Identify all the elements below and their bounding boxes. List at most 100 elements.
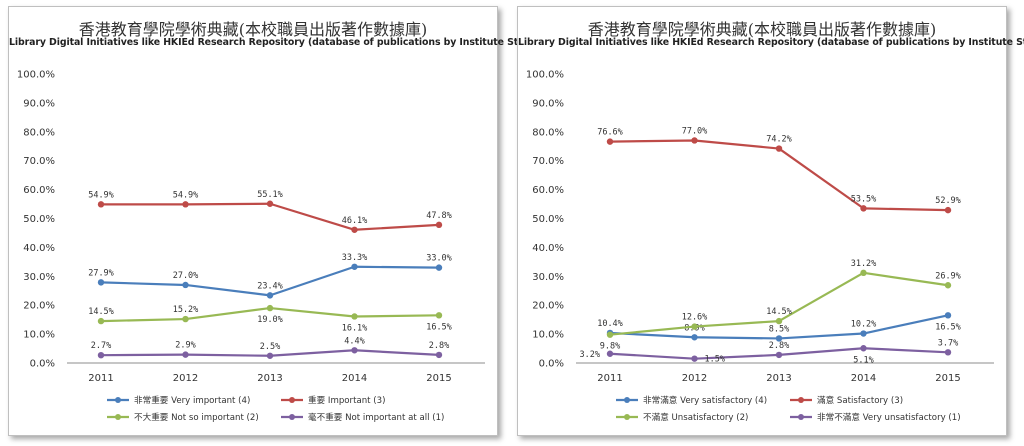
chart-panel-left: 香港教育學院學術典藏(本校職員出版著作數據庫) Library Digital …	[8, 6, 537, 436]
x-tick-label: 2013	[257, 373, 282, 384]
chart-subtitle: Library Digital Initiatives like HKIEd R…	[9, 37, 537, 48]
data-label: 15.2%	[173, 305, 199, 315]
data-point	[944, 206, 952, 214]
y-tick-label: 10.0%	[532, 330, 564, 341]
data-point	[266, 292, 274, 299]
data-point	[182, 315, 189, 323]
data-label: 55.1%	[257, 190, 283, 200]
data-point	[182, 281, 189, 289]
data-point	[351, 313, 358, 320]
data-point	[775, 145, 783, 152]
x-tick-label: 2014	[851, 373, 876, 384]
data-label: 14.5%	[766, 307, 792, 317]
data-point	[435, 221, 443, 229]
data-point	[266, 352, 274, 359]
data-point	[351, 226, 358, 233]
data-point	[691, 323, 698, 330]
line-chart-importance: 0.0% 10.0% 20.0% 30.0% 40.0% 50.0% 60.0% 70.0% 8…	[17, 70, 485, 423]
legend-marker	[798, 414, 804, 420]
y-tick-label: 100.0%	[17, 70, 55, 81]
data-label: 16.5%	[935, 322, 961, 332]
y-tick-label: 70.0%	[532, 156, 564, 167]
data-label: 1.5%	[705, 355, 725, 365]
x-tick-label: 2011	[597, 373, 622, 384]
data-point	[266, 304, 274, 312]
y-tick-label: 30.0%	[532, 272, 564, 283]
data-label: 76.6%	[597, 128, 623, 138]
data-point	[351, 347, 358, 354]
data-label: 16.1%	[342, 323, 368, 333]
data-point	[97, 351, 105, 359]
data-label: 10.2%	[851, 320, 877, 330]
data-point	[860, 269, 867, 277]
x-tick-label: 2013	[766, 373, 791, 384]
data-label: 3.2%	[580, 350, 600, 360]
data-label: 12.6%	[682, 313, 708, 323]
chart-panel-right: 香港教育學院學術典藏(本校職員出版著作數據庫) Library Digital …	[517, 6, 1024, 436]
data-label: 2.9%	[175, 341, 195, 351]
data-label: 54.9%	[88, 190, 114, 200]
data-label: 31.2%	[851, 259, 877, 269]
data-label: 54.9%	[173, 190, 199, 200]
legend-marker	[115, 414, 121, 420]
data-point	[775, 317, 783, 325]
data-label: 74.2%	[766, 135, 792, 145]
data-label: 2.8%	[429, 341, 449, 351]
legend-label: 不大重要 Not so important (2)	[134, 411, 259, 423]
data-label: 3.7%	[938, 338, 958, 348]
series-line	[101, 202, 440, 231]
data-label: 19.0%	[257, 315, 283, 325]
line-chart-satisfaction: 0.0% 10.0% 20.0% 30.0% 40.0% 50.0% 60.0% 70.0% 8…	[526, 70, 994, 423]
legend-label: 非常不滿意 Very unsatisfactory (1)	[817, 411, 961, 423]
y-tick-label: 60.0%	[532, 185, 564, 196]
y-tick-label: 60.0%	[23, 185, 55, 196]
chart-title: 香港教育學院學術典藏(本校職員出版著作數據庫)	[78, 20, 428, 39]
data-point	[944, 282, 952, 289]
data-point	[266, 200, 274, 207]
data-label: 4.4%	[344, 336, 364, 346]
y-tick-label: 20.0%	[532, 301, 564, 312]
data-point	[435, 312, 443, 319]
data-point	[944, 312, 952, 319]
data-point	[691, 137, 698, 144]
data-point	[775, 335, 783, 342]
legend-label: 非常滿意 Very satisfactory (4)	[643, 394, 767, 406]
chart-subtitle: Library Digital Initiatives like HKIEd R…	[518, 37, 1024, 48]
y-tick-label: 0.0%	[539, 359, 564, 370]
y-tick-label: 80.0%	[532, 127, 564, 138]
data-label: 33.3%	[342, 253, 368, 263]
y-tick-label: 90.0%	[532, 98, 564, 109]
data-point	[97, 279, 105, 286]
data-point	[182, 351, 189, 358]
data-label: 10.4%	[597, 319, 623, 329]
y-tick-label: 20.0%	[23, 301, 55, 312]
data-label: 2.5%	[260, 342, 280, 352]
data-label: 8.5%	[769, 324, 789, 334]
data-label: 46.1%	[342, 216, 368, 226]
legend-label: 滿意 Satisfactory (3)	[817, 394, 903, 406]
y-tick-label: 90.0%	[23, 98, 55, 109]
x-tick-label: 2011	[88, 373, 113, 384]
data-point	[435, 351, 443, 359]
data-point	[182, 201, 189, 208]
data-point	[606, 350, 614, 357]
legend-marker	[624, 397, 630, 403]
data-label: 77.0%	[682, 126, 708, 136]
legend-marker	[798, 397, 804, 403]
data-label: 33.0%	[426, 254, 452, 264]
x-tick-label: 2012	[173, 373, 198, 384]
y-tick-label: 0.0%	[30, 359, 55, 370]
legend-marker	[115, 397, 121, 403]
data-point	[944, 349, 952, 356]
y-tick-label: 100.0%	[526, 70, 564, 81]
data-point	[97, 201, 105, 208]
legend-marker	[289, 397, 295, 403]
y-tick-label: 10.0%	[23, 330, 55, 341]
data-label: 27.9%	[88, 268, 114, 278]
legend-marker	[289, 414, 295, 420]
data-point	[435, 264, 443, 271]
data-label: 52.9%	[935, 196, 961, 206]
data-label: 5.1%	[853, 355, 873, 365]
data-label: 9.8%	[600, 342, 620, 352]
data-label: 27.0%	[173, 271, 199, 281]
